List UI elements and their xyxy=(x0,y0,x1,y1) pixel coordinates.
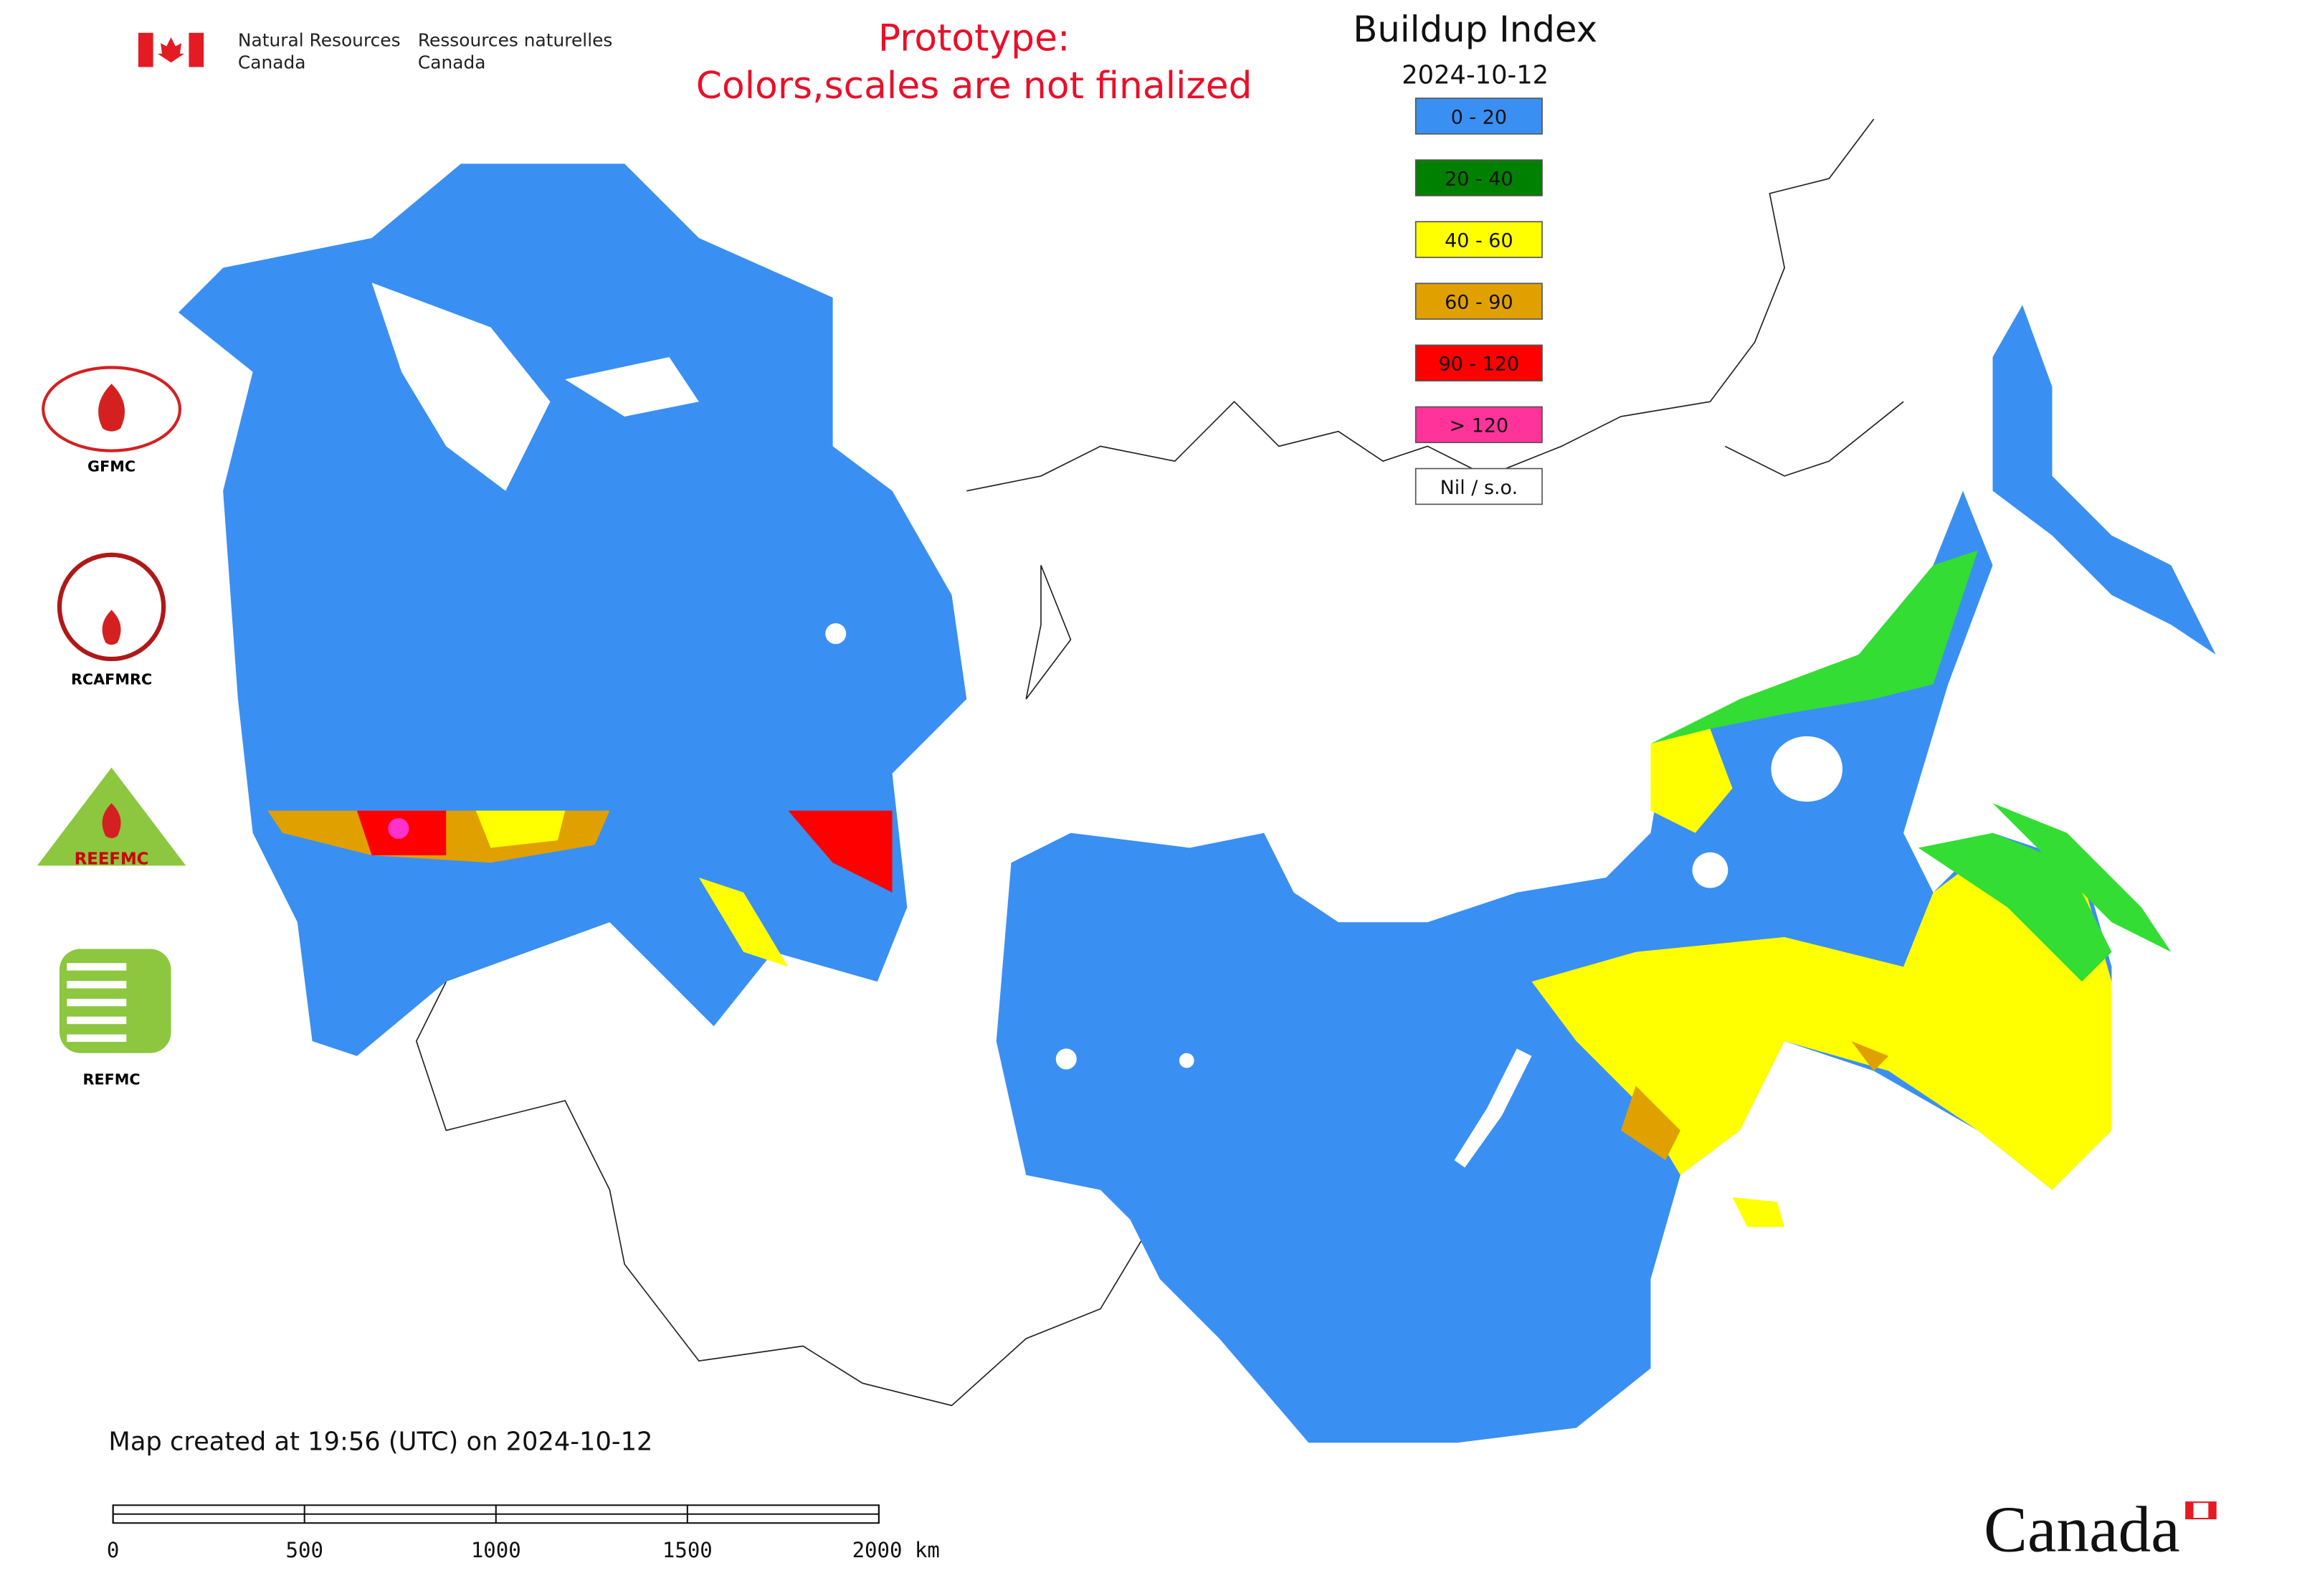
region-west xyxy=(178,163,967,1056)
white-sea xyxy=(371,282,699,491)
legend-label: 90 - 120 xyxy=(1439,353,1520,376)
index-band-west xyxy=(475,810,566,848)
scale-label: 1000 xyxy=(471,1538,521,1562)
country-borders xyxy=(415,118,1904,1407)
legend-label: 40 - 60 xyxy=(1445,229,1513,252)
legend-swatch xyxy=(1414,159,1543,196)
lake xyxy=(1692,852,1728,888)
legend-label: 20 - 40 xyxy=(1445,168,1513,190)
index-band-west xyxy=(698,877,789,967)
department-fr: Ressources naturelles xyxy=(418,29,613,50)
lake xyxy=(825,623,847,645)
department-en: Canada xyxy=(238,52,306,73)
logo-label: GFMC xyxy=(87,458,135,475)
index-zone-east xyxy=(1650,550,1978,744)
legend-swatch xyxy=(1414,344,1543,381)
legend-label: 0 - 20 xyxy=(1451,106,1507,128)
index-spot xyxy=(388,818,409,840)
index-zone-east xyxy=(1650,728,1733,833)
canada-wordmark: Canada xyxy=(1984,1493,2180,1566)
scale-label: 500 xyxy=(285,1538,323,1562)
scale-label: 0 xyxy=(107,1538,119,1562)
index-band-west xyxy=(788,810,893,893)
department-en: Natural Resources xyxy=(238,29,401,50)
index-zone-east xyxy=(1732,1197,1785,1227)
logo-label: REFMC xyxy=(82,1070,140,1088)
region-east xyxy=(996,490,2112,1443)
legend-date: 2024-10-12 xyxy=(1402,60,1549,90)
index-zone-east xyxy=(1918,803,2172,982)
index-zone-east xyxy=(1531,847,2112,1190)
lake xyxy=(1179,1053,1194,1068)
legend-label: Nil / s.o. xyxy=(1440,477,1518,499)
created-note: Map created at 19:56 (UTC) on 2024-10-12 xyxy=(108,1428,652,1457)
lake-baikal xyxy=(1454,1048,1532,1168)
legend-swatch xyxy=(1414,221,1543,258)
legend-swatch xyxy=(1414,406,1543,444)
legend-label: 60 - 90 xyxy=(1445,292,1513,314)
scale-label: 1500 xyxy=(662,1538,713,1562)
scale-label: 2000 km xyxy=(852,1538,940,1562)
scale-bar: 0 500 1000 1500 2000 km xyxy=(107,1504,940,1562)
legend-title: Buildup Index xyxy=(1353,9,1597,50)
legend: 0 - 20 20 - 40 40 - 60 60 - 90 90 - 120 > 120… xyxy=(1414,98,1543,505)
lake xyxy=(1055,1048,1077,1070)
agency-logos: GFMC RCAFMRC REEFMC REFMC xyxy=(37,366,186,1088)
legend-label: > 120 xyxy=(1450,415,1509,437)
legend-swatch xyxy=(1414,467,1543,505)
legend-swatch xyxy=(1414,282,1543,320)
region-kamchatka xyxy=(1992,305,2216,655)
logo-label: REEFMC xyxy=(75,850,149,868)
government-signature: Natural Resources Canada Ressources natu… xyxy=(138,29,613,73)
prototype-note: Colors,scales are not finalized xyxy=(696,65,1252,108)
legend-swatch xyxy=(1414,98,1543,135)
department-fr: Canada xyxy=(418,52,486,73)
logo-label: RCAFMRC xyxy=(71,670,152,688)
prototype-note: Prototype: xyxy=(878,17,1070,60)
lake xyxy=(1771,736,1843,802)
